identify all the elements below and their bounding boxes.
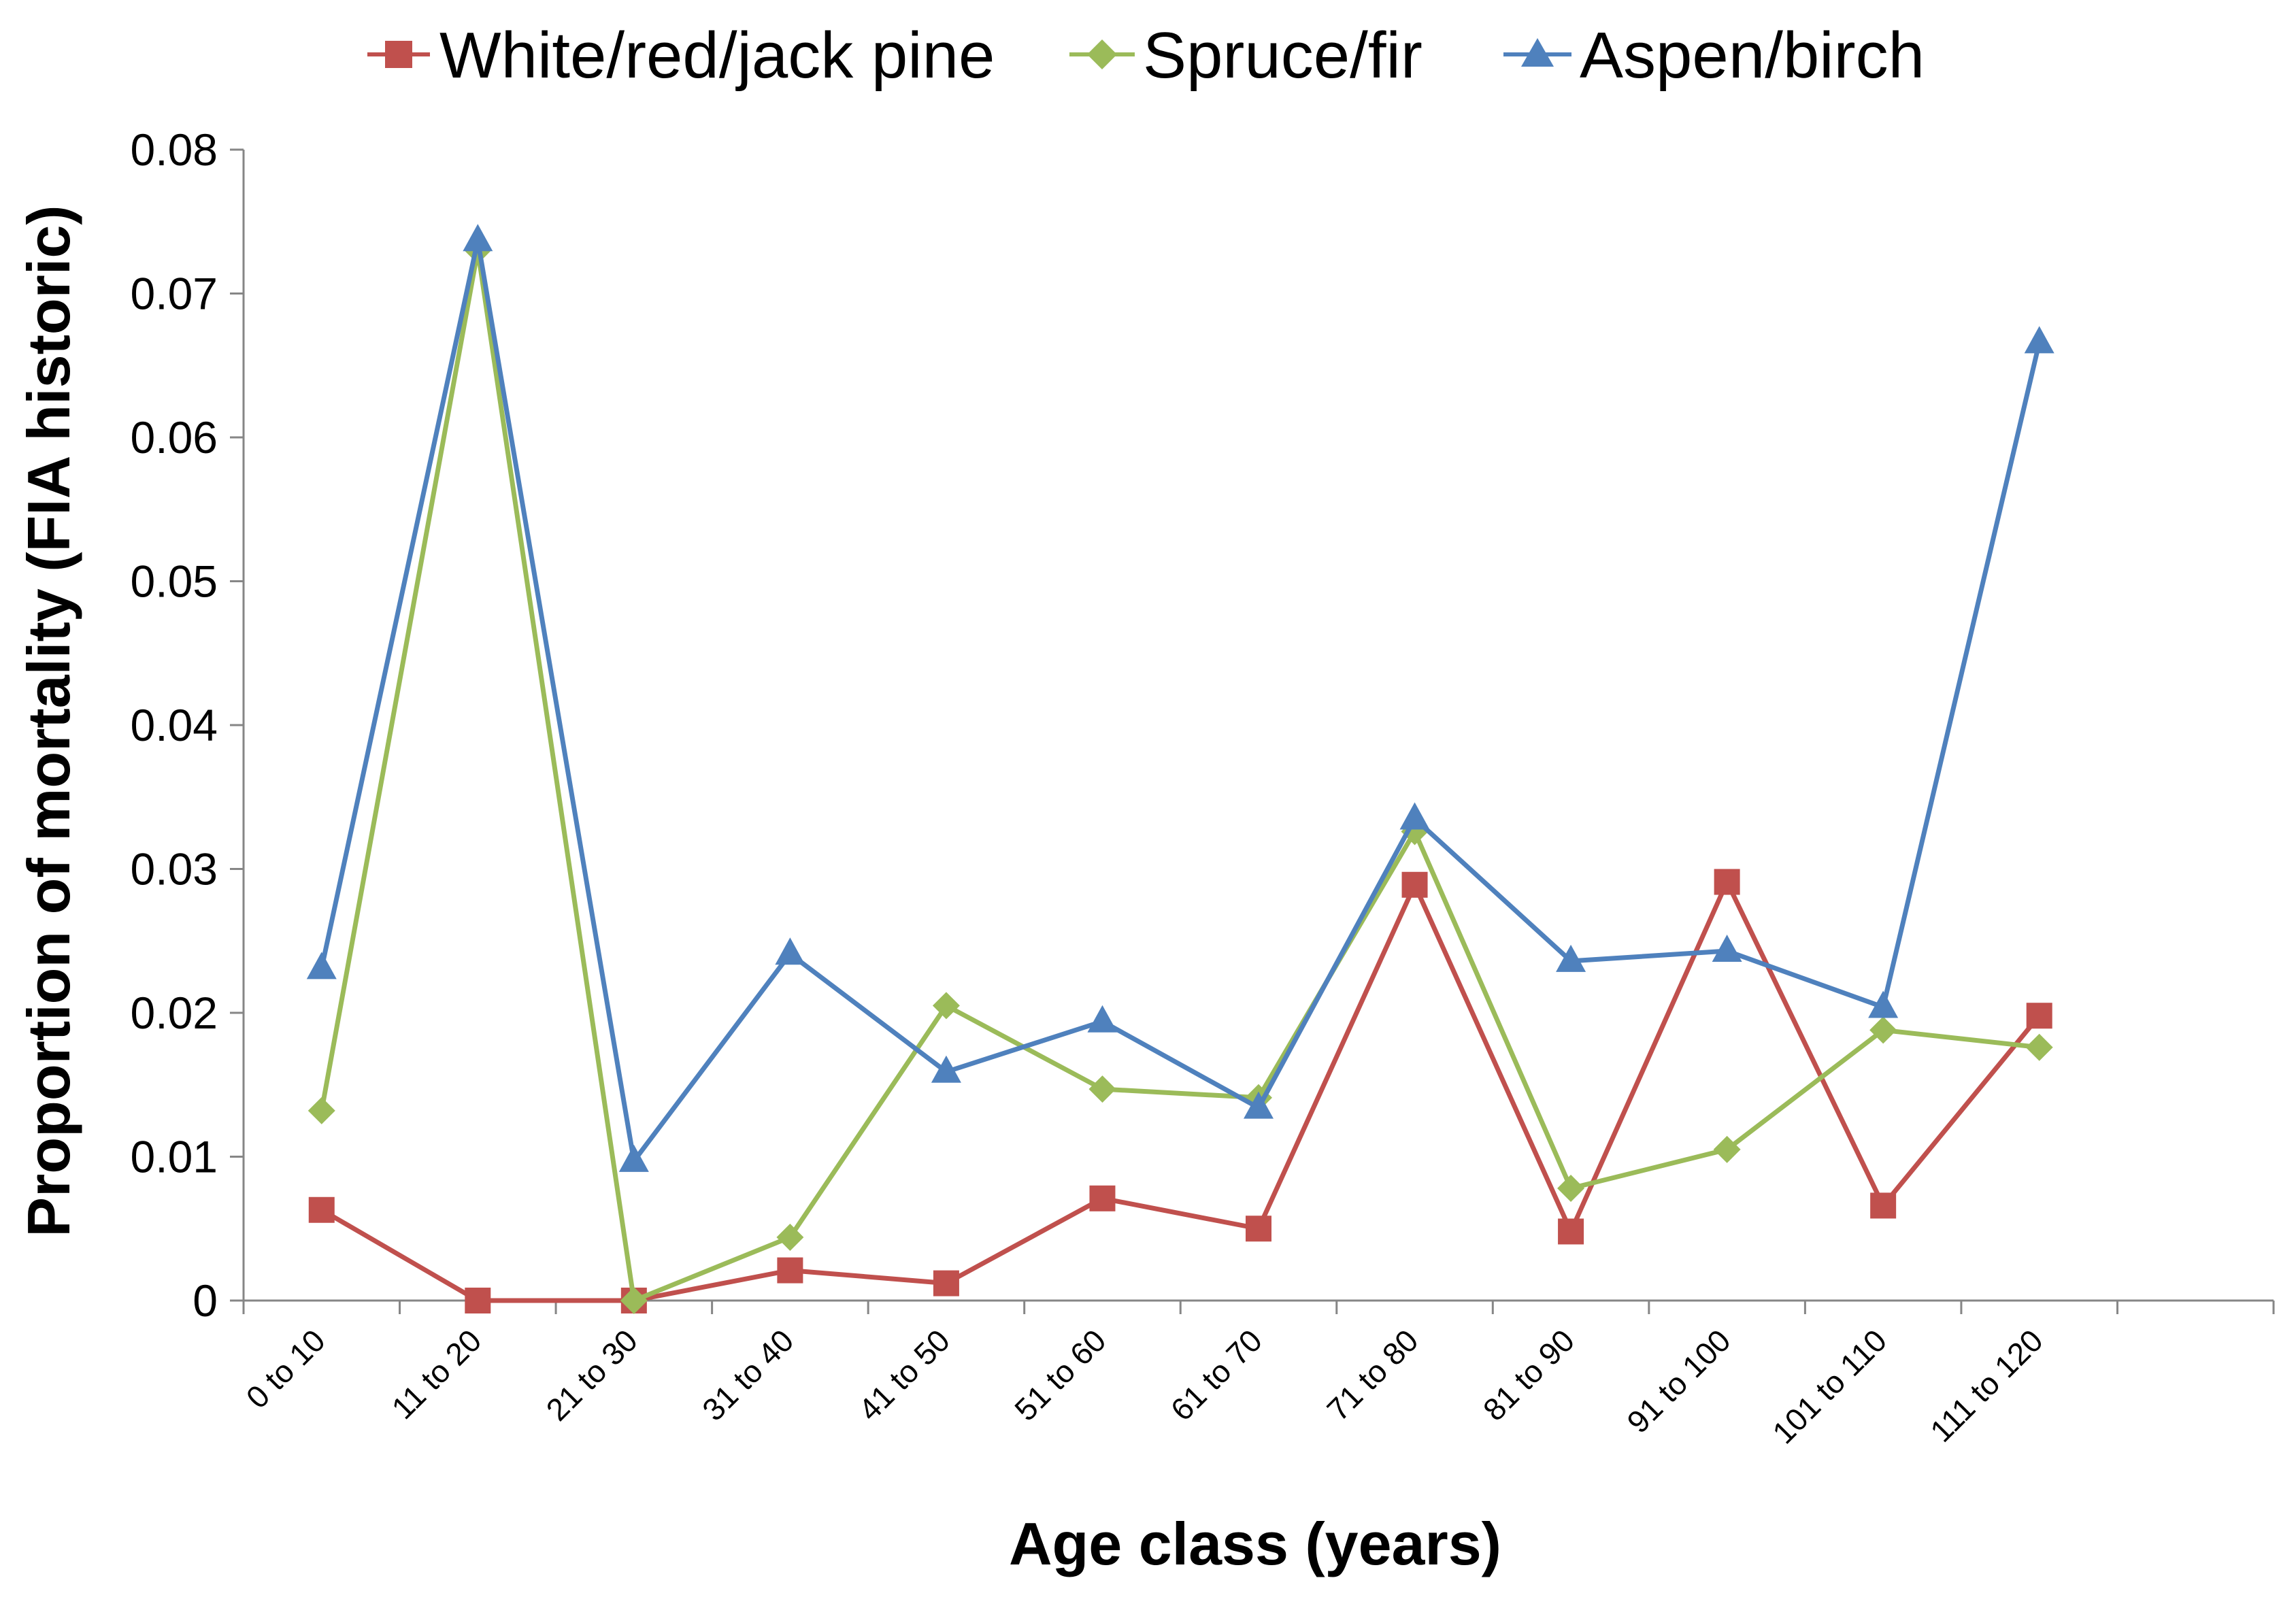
data-point-aspen-birch: [463, 224, 493, 252]
legend-item-white-red-jack-pine[interactable]: White/red/jack pine: [367, 19, 995, 92]
data-point-white-red-jack-pine: [1870, 1192, 1897, 1219]
x-tick-label: 71 to 80: [1320, 1322, 1425, 1427]
legend: White/red/jack pine Spruce/fir Aspen/bir…: [367, 19, 1925, 92]
x-tick-label: 31 to 40: [695, 1322, 800, 1427]
data-point-aspen-birch: [618, 1144, 649, 1172]
data-point-white-red-jack-pine: [1089, 1185, 1116, 1211]
legend-item-spruce-fir[interactable]: Spruce/fir: [1069, 19, 1422, 92]
x-tick-label: 11 to 20: [384, 1322, 488, 1426]
series-line-white-red-jack-pine: [320, 880, 2042, 1303]
legend-label-spruce-fir: Spruce/fir: [1143, 19, 1422, 92]
data-point-spruce-fir: [1557, 1175, 1585, 1203]
x-tick-label: 101 to 110: [1765, 1322, 1893, 1450]
x-axis: 0 to 10 11 to 20 21 to 30 31 to 40 41 to 50 5…: [239, 1299, 2275, 1450]
data-point-aspen-birch: [1712, 935, 1742, 962]
data-point-white-red-jack-pine: [308, 1196, 335, 1223]
data-point-aspen-birch: [1399, 802, 1430, 830]
x-tick-label: 21 to 30: [539, 1322, 644, 1427]
series-line-spruce-fir: [319, 248, 2040, 1303]
x-tick-label: 61 to 70: [1164, 1322, 1269, 1427]
y-tick-label: 0.04: [131, 700, 218, 750]
data-point-spruce-fir: [2025, 1033, 2053, 1061]
x-tick-label: 91 to 100: [1620, 1322, 1737, 1439]
data-point-white-red-jack-pine: [1558, 1218, 1584, 1245]
data-point-aspen-birch: [1244, 1091, 1274, 1119]
data-point-aspen-birch: [1556, 944, 1586, 972]
data-point-spruce-fir: [776, 1223, 804, 1251]
legend-label-aspen-birch: Aspen/birch: [1580, 19, 1925, 92]
data-point-spruce-fir: [1713, 1135, 1741, 1163]
data-point-spruce-fir: [1869, 1016, 1897, 1044]
y-tick-label: 0.06: [131, 412, 218, 463]
x-tick-label: 81 to 90: [1476, 1322, 1581, 1427]
y-tick-label: 0.03: [131, 844, 218, 894]
legend-item-aspen-birch[interactable]: Aspen/birch: [1503, 19, 1925, 92]
data-point-spruce-fir: [307, 1096, 335, 1124]
data-point-aspen-birch: [306, 952, 337, 979]
series-aspen-birch: [306, 224, 2054, 1172]
y-tick-label: 0: [193, 1275, 218, 1326]
series-line-aspen-birch: [319, 237, 2042, 1164]
legend-label-white-red-jack-pine: White/red/jack pine: [439, 19, 995, 92]
y-axis-title: Proportion of mortality (FIA historic): [15, 205, 82, 1237]
data-point-white-red-jack-pine: [1401, 871, 1428, 898]
series-layer: [306, 224, 2054, 1314]
x-axis-title: Age class (years): [1009, 1510, 1501, 1577]
data-point-aspen-birch: [2024, 326, 2054, 354]
series-spruce-fir: [307, 237, 2053, 1314]
data-point-spruce-fir: [1088, 1075, 1116, 1103]
y-axis: 0 0.01 0.02 0.03 0.04 0.05 0.06 0.07 0.08: [131, 124, 245, 1326]
data-point-white-red-jack-pine: [1714, 869, 1740, 895]
data-point-aspen-birch: [775, 937, 805, 965]
x-tick-label: 111 to 120: [1923, 1322, 2050, 1449]
x-tick-label: 0 to 10: [239, 1322, 332, 1415]
data-point-aspen-birch: [1868, 990, 1899, 1018]
data-point-aspen-birch: [931, 1055, 961, 1083]
data-point-white-red-jack-pine: [465, 1288, 491, 1313]
data-point-white-red-jack-pine: [777, 1257, 803, 1284]
data-point-aspen-birch: [1087, 1005, 1118, 1033]
x-tick-label: 41 to 50: [852, 1322, 956, 1427]
data-point-white-red-jack-pine: [2026, 1003, 2052, 1029]
x-tick-label: 51 to 60: [1008, 1322, 1112, 1427]
y-tick-label: 0.07: [131, 269, 218, 319]
y-tick-label: 0.02: [131, 988, 218, 1038]
y-tick-label: 0.01: [131, 1132, 218, 1182]
y-tick-label: 0.08: [131, 124, 218, 175]
y-tick-label: 0.05: [131, 556, 218, 607]
data-point-spruce-fir: [620, 1287, 648, 1314]
data-point-white-red-jack-pine: [1246, 1216, 1271, 1242]
data-point-spruce-fir: [932, 992, 960, 1020]
data-point-white-red-jack-pine: [933, 1270, 959, 1296]
